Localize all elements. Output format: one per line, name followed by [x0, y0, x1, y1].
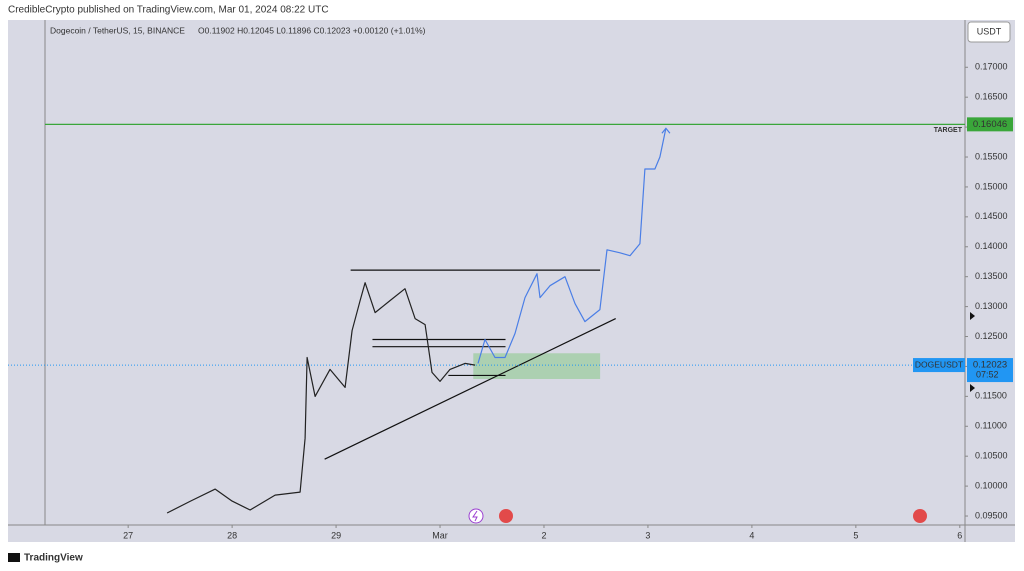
y-tick-label: 0.15000 [975, 181, 1008, 191]
y-tick-label: 0.13500 [975, 271, 1008, 281]
x-tick-label: Mar [432, 530, 448, 540]
arrow-head [661, 127, 671, 134]
x-tick-label: 2 [541, 530, 546, 540]
y-tick-label: 0.11000 [975, 421, 1007, 431]
logo [8, 553, 20, 562]
x-tick-label: 27 [123, 530, 133, 540]
target-price: 0.16046 [973, 119, 1007, 130]
y-tick-label: 0.16500 [975, 92, 1008, 102]
footer: TradingView [24, 553, 83, 564]
currency: USDT [977, 26, 1002, 36]
chart-background [8, 20, 1015, 542]
x-tick-label: 6 [957, 530, 962, 540]
price-badge [967, 358, 1013, 383]
flag-icon[interactable] [499, 509, 513, 523]
x-tick-label: 28 [227, 530, 237, 540]
target-label: TARGET [934, 127, 963, 134]
price-line [166, 282, 476, 514]
symbol: Dogecoin / TetherUS, 15, BINANCE [50, 25, 185, 35]
target-badge [967, 117, 1013, 132]
y-tick-label: 0.17000 [975, 62, 1008, 72]
y-tick-label: 0.13000 [975, 301, 1008, 311]
event-icon[interactable] [468, 508, 484, 524]
x-tick-label: 29 [331, 530, 341, 540]
y-tick-label: 0.10000 [975, 480, 1008, 490]
axis-marker [970, 312, 975, 320]
event-icon-glyph [472, 510, 478, 522]
y-tick-label: 0.11500 [975, 391, 1007, 401]
y-tick-label: 0.10500 [975, 451, 1008, 461]
ohlc: O0.11902 H0.12045 L0.11896 C0.12023 +0.0… [198, 25, 426, 35]
flag-icon[interactable] [913, 509, 927, 523]
y-tick-label: 0.14000 [975, 241, 1008, 251]
axis-marker [970, 384, 975, 392]
x-tick-label: 3 [645, 530, 650, 540]
currency-box[interactable] [967, 21, 1011, 43]
x-tick-label: 5 [853, 530, 858, 540]
level-line [324, 318, 616, 460]
symbol-badge-label: DOGEUSDT [915, 359, 963, 369]
price-line [477, 128, 667, 364]
y-tick-label: 0.12500 [975, 331, 1008, 341]
symbol-badge [913, 358, 965, 373]
x-tick-label: 4 [749, 530, 754, 540]
y-tick-label: 0.15500 [975, 151, 1008, 161]
y-tick-label: 0.14500 [975, 211, 1008, 221]
price-badge-value: 0.12023 [973, 360, 1007, 371]
countdown: 07:52 [976, 369, 999, 379]
byline: CredibleCrypto published on TradingView.… [8, 5, 329, 16]
y-tick-label: 0.09500 [975, 510, 1008, 520]
